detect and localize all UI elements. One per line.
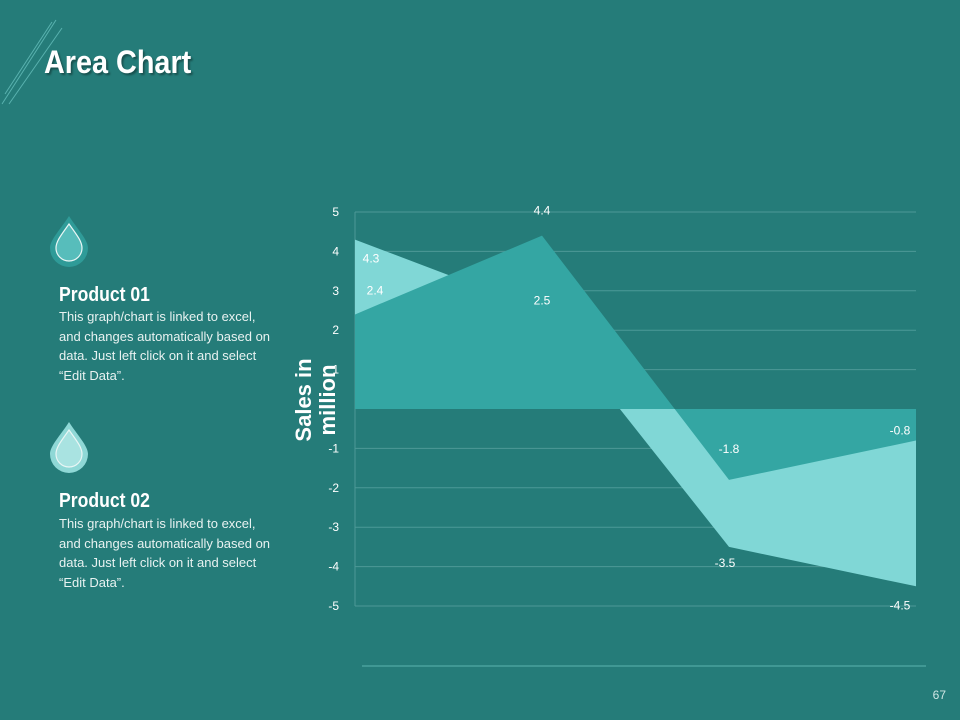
data-label: -0.8 (890, 424, 911, 438)
water-drop-icon (50, 216, 88, 267)
y-tick-label: -5 (328, 599, 339, 613)
page-number: 67 (932, 688, 946, 702)
y-tick-label: -4 (328, 560, 339, 574)
decorative-lines (1, 19, 63, 105)
data-label: 2.4 (367, 283, 384, 297)
data-label: 2.5 (534, 294, 551, 308)
data-label: -3.5 (715, 556, 736, 570)
data-label: 4.4 (534, 204, 551, 218)
page-title: Area Chart (44, 44, 192, 80)
data-label: 4.3 (363, 252, 380, 266)
y-axis-label: Sales in million (291, 358, 340, 442)
y-tick-label: 5 (332, 205, 339, 219)
area-series-2 (355, 235, 916, 480)
water-drop-icon (50, 422, 88, 473)
product-02-description: This graph/chart is linked to excel, and… (59, 516, 271, 590)
product-01-description: This graph/chart is linked to excel, and… (59, 309, 271, 383)
y-tick-label: -1 (328, 441, 339, 455)
data-label: -4.5 (890, 598, 911, 612)
y-tick-label: 4 (332, 244, 339, 258)
y-tick-label: -2 (328, 481, 339, 495)
y-tick-label: 1 (332, 363, 339, 377)
y-tick-label: -3 (328, 520, 339, 534)
data-label: -1.8 (719, 442, 740, 456)
product-02-title: Product 02 (59, 490, 150, 512)
product-01-title: Product 01 (59, 284, 150, 306)
y-tick-label: 3 (332, 284, 339, 298)
y-tick-label: 2 (332, 323, 339, 337)
